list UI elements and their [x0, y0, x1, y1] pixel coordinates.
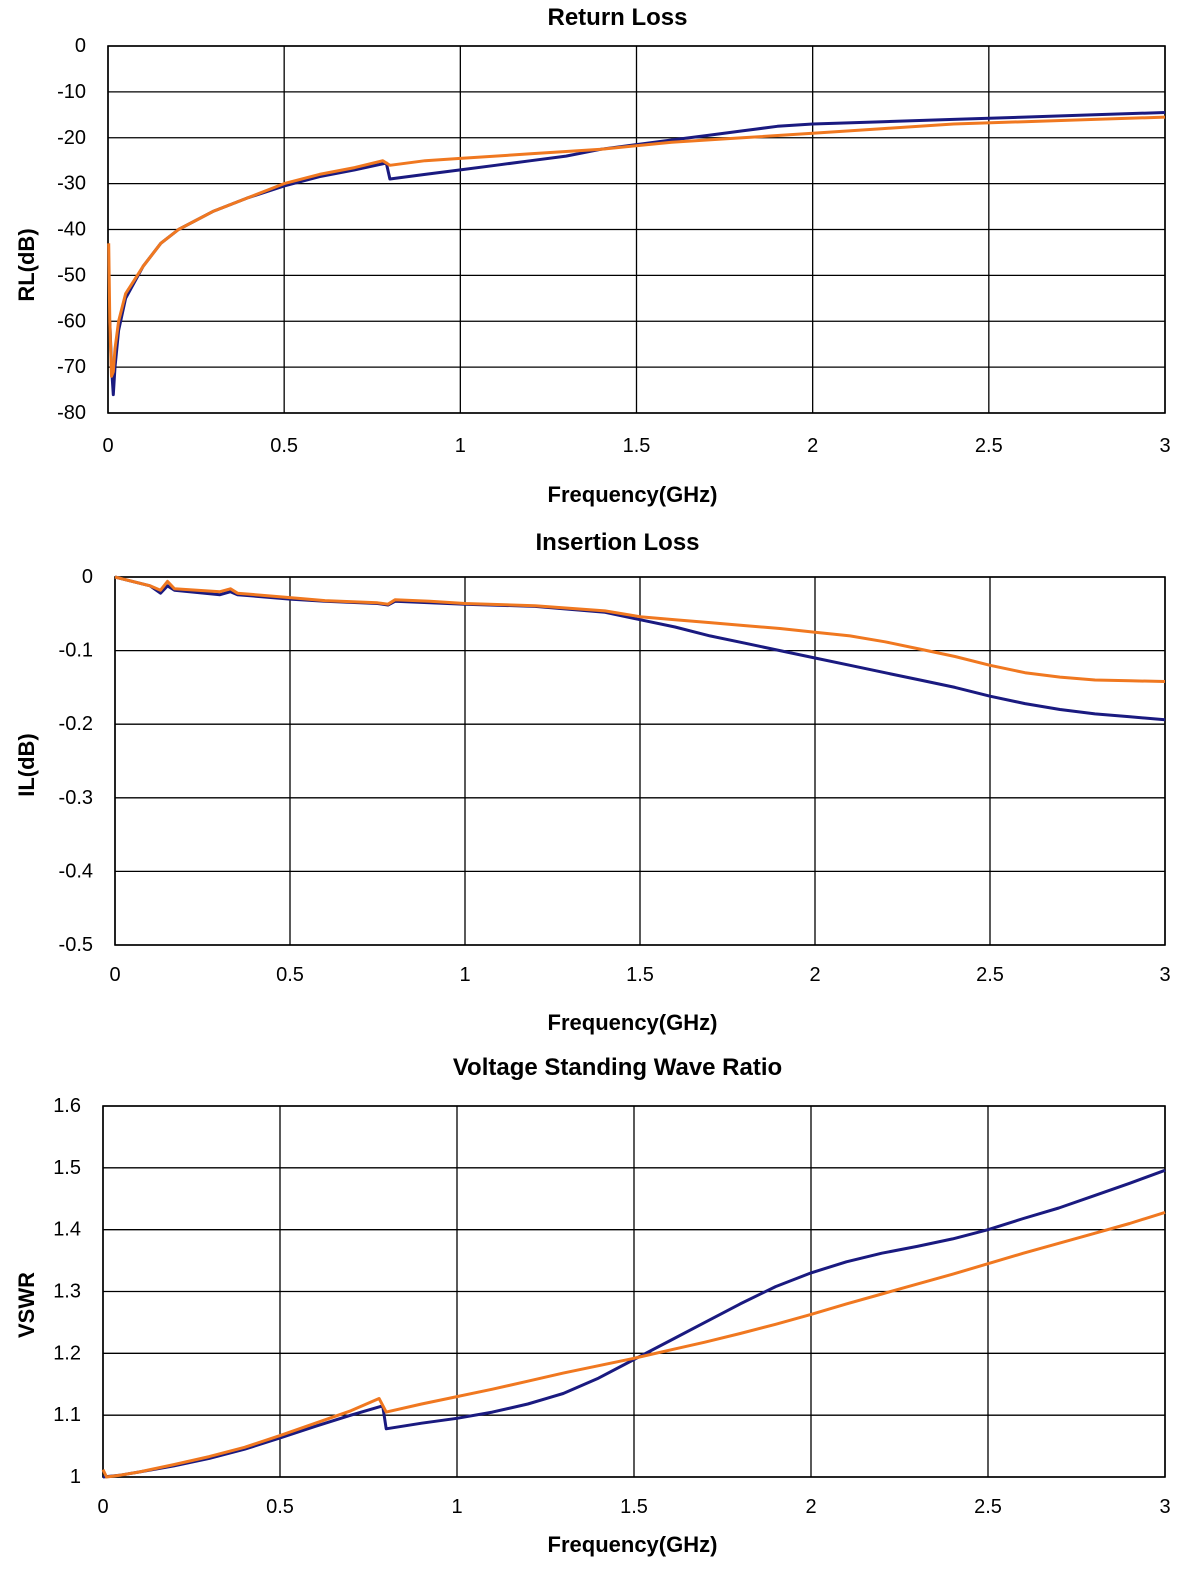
y-tick-label: -50 [57, 264, 86, 286]
x-tick-label: 0 [97, 1496, 108, 1518]
x-tick-label: 1 [459, 964, 470, 986]
y-tick-label: 0 [82, 566, 93, 588]
x-tick-label: 0 [102, 435, 113, 457]
x-tick-label: 2 [809, 964, 820, 986]
return-loss-plot: 0 0.5 1 1.5 2 2.5 3 0 -10 -20 -30 -40 -50 -60 -70 -80 [57, 35, 1170, 457]
x-tick-label: 3 [1159, 964, 1170, 986]
y-tick-label: 1.4 [53, 1219, 81, 1241]
x-tick-label: 0.5 [270, 435, 298, 457]
series-line-1 [102, 1168, 1166, 1479]
y-tick-label: 1 [70, 1466, 81, 1488]
x-tick-label: 2.5 [975, 435, 1003, 457]
x-axis-label: Frequency(GHz) [547, 1010, 718, 1035]
x-axis-label: Frequency(GHz) [547, 1532, 718, 1557]
y-tick-label: 1.3 [53, 1281, 81, 1303]
y-tick-label: -40 [57, 219, 86, 241]
x-tick-label: 0.5 [276, 964, 304, 986]
y-tick-label: -0.3 [59, 787, 93, 809]
series-line-2 [107, 115, 1166, 378]
x-tick-label: 3 [1159, 1496, 1170, 1518]
x-tick-label: 1.5 [623, 435, 651, 457]
y-tick-label: -20 [57, 127, 86, 149]
y-tick-label: -0.2 [59, 713, 93, 735]
y-tick-label: -0.4 [59, 860, 93, 882]
x-tick-label: 3 [1159, 435, 1170, 457]
x-tick-label: 1 [451, 1496, 462, 1518]
x-tick-label: 2.5 [976, 964, 1004, 986]
vswr-chart: Voltage Standing Wave Ratio VSWR 0 0.5 1 1.… [0, 1050, 1185, 1577]
y-tick-label: 0 [75, 35, 86, 57]
y-tick-label: 1.2 [53, 1342, 81, 1364]
series-line-2 [101, 1210, 1166, 1479]
y-tick-label: 1.6 [53, 1095, 81, 1117]
y-tick-label: 1.1 [53, 1404, 81, 1426]
x-tick-label: 2 [807, 435, 818, 457]
y-tick-label: -10 [57, 81, 86, 103]
chart-title: Voltage Standing Wave Ratio [452, 1054, 783, 1081]
y-tick-label: -70 [57, 356, 86, 378]
plot-frame [114, 576, 1166, 946]
x-tick-label: 1.5 [620, 1496, 648, 1518]
x-tick-label: 1 [455, 435, 466, 457]
plot-frame [107, 45, 1166, 414]
series-line-2 [114, 575, 1166, 683]
x-tick-label: 0 [109, 964, 120, 986]
insertion-loss-plot: 0 0.5 1 1.5 2 2.5 3 0 -0.1 -0.2 -0.3 -0.4 -0.5 [59, 566, 1171, 986]
x-tick-label: 2.5 [974, 1496, 1002, 1518]
y-tick-label: -30 [57, 173, 86, 195]
series-line-1 [108, 111, 1166, 397]
return-loss-chart: Return Loss RL(dB) 0 0.5 1 1.5 2 2.5 3 0 -10 -20-… [0, 0, 1185, 520]
vswr-plot: 0 0.5 1 1.5 2 2.5 3 1.6 1.5 1.4 1.3 1.2 1.1 1 [53, 1095, 1170, 1518]
chart-title: Insertion Loss [535, 529, 700, 556]
y-tick-label: -80 [57, 402, 86, 424]
plot-frame [102, 1105, 1166, 1478]
y-tick-label: -60 [57, 310, 86, 332]
chart-title: Return Loss [547, 4, 688, 31]
x-tick-label: 2 [805, 1496, 816, 1518]
y-tick-label: 1.5 [53, 1157, 81, 1179]
insertion-loss-chart: Insertion Loss IL(dB) 0 0.5 1 1.5 2 2.5 3 0 -0.1… [0, 525, 1185, 1045]
y-tick-label: -0.1 [59, 640, 93, 662]
y-tick-label: -0.5 [59, 934, 93, 956]
x-axis-label: Frequency(GHz) [547, 482, 718, 507]
x-tick-label: 0.5 [266, 1496, 294, 1518]
x-tick-label: 1.5 [626, 964, 654, 986]
